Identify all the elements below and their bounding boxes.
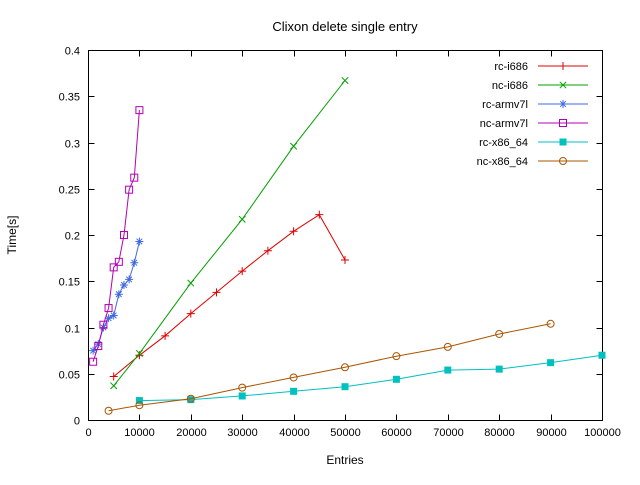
series-line — [113, 80, 346, 387]
legend-label: nc-i686 — [492, 80, 528, 92]
y-tick-label: 0.05 — [59, 370, 80, 382]
series-rc-x86_64 — [135, 351, 606, 405]
series-line — [113, 213, 346, 377]
series-nc-armv7l — [89, 106, 144, 366]
series-rc-i686 — [109, 210, 349, 381]
x-tick-label: 20000 — [176, 427, 207, 439]
y-tick-label: 0.35 — [59, 92, 80, 104]
legend-label: nc-x86_64 — [477, 156, 528, 168]
x-tick-label: 30000 — [227, 427, 258, 439]
legend-label: rc-x86_64 — [479, 137, 528, 149]
x-tick-label: 40000 — [279, 427, 310, 439]
y-tick-label: 0.1 — [65, 324, 80, 336]
x-tick-label: 50000 — [330, 427, 361, 439]
legend-label: nc-armv7l — [480, 118, 528, 130]
legend-label: rc-armv7l — [482, 99, 528, 111]
legend-item-rc-armv7l: rc-armv7l — [482, 99, 588, 111]
x-tick-label: 0 — [85, 427, 91, 439]
plot-area: 0 10000 20000 30000 40000 50000 60000 70000 8000… — [59, 46, 621, 440]
x-tick-label: 100000 — [584, 427, 621, 439]
legend-item-nc-armv7l: nc-armv7l — [480, 118, 588, 130]
y-tick-label: 0 — [74, 416, 80, 428]
series-nc-x86_64 — [104, 319, 555, 415]
x-tick-label: 80000 — [484, 427, 515, 439]
x-tick-label: 90000 — [536, 427, 567, 439]
y-tick-label: 0.3 — [65, 139, 80, 151]
y-tick-label: 0.25 — [59, 185, 80, 197]
x-tick-label: 10000 — [124, 427, 155, 439]
legend-item-nc-x86_64: nc-x86_64 — [477, 156, 588, 168]
y-axis-label: Time[s] — [5, 216, 19, 255]
series-line — [139, 354, 603, 402]
legend-item-rc-x86_64: rc-x86_64 — [479, 137, 588, 149]
tick-labels: 0 10000 20000 30000 40000 50000 60000 70000 8000… — [59, 46, 621, 440]
y-tick-label: 0.4 — [65, 46, 80, 58]
y-tick-label: 0.15 — [59, 277, 80, 289]
x-axis-label: Entries — [326, 453, 363, 467]
chart-title: Clixon delete single entry — [272, 19, 418, 34]
legend-item-rc-i686: rc-i686 — [494, 61, 588, 73]
legend: rc-i686 nc-i686 rc-armv7l nc-armv7l rc-x86_6… — [477, 61, 588, 168]
x-tick-label: 60000 — [381, 427, 412, 439]
legend-item-nc-i686: nc-i686 — [492, 80, 588, 92]
series-line — [92, 110, 140, 362]
series-nc-i686 — [110, 76, 349, 390]
series-rc-armv7l — [89, 237, 144, 355]
y-tick-label: 0.2 — [65, 231, 80, 243]
series-line — [108, 323, 551, 412]
legend-label: rc-i686 — [494, 61, 528, 73]
axis-ticks — [88, 50, 603, 421]
x-tick-label: 70000 — [433, 427, 464, 439]
